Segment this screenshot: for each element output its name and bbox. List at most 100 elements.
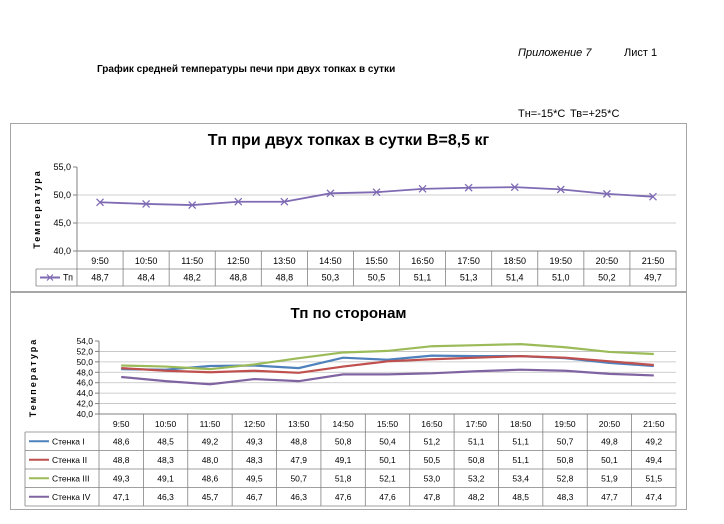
- indoor-temp-condition: Тв=+25*С: [570, 108, 620, 120]
- undefined-data-point: [142, 200, 151, 208]
- undefined-x-tick-label: 11:50: [181, 256, 203, 266]
- undefined-data-point: [326, 189, 335, 198]
- undefined-x-tick-label: 16:50: [411, 256, 434, 266]
- undefined-data-label: 47,6: [379, 492, 396, 502]
- undefined-data-label: 48,2: [468, 492, 485, 502]
- undefined-data-label: 46,7: [246, 492, 263, 502]
- undefined-y-tick-label: 44,0: [76, 388, 93, 398]
- undefined-y-tick-label: 48,0: [76, 367, 93, 377]
- undefined-y-axis-label: Температура: [32, 169, 42, 249]
- chart-2-plot: 40,042,044,046,048,050,052,054,0Температ…: [24, 336, 677, 507]
- undefined-data-label: 49,7: [644, 273, 662, 283]
- undefined-data-label: 47,6: [335, 492, 352, 502]
- undefined-data-label: 49,1: [157, 473, 174, 483]
- undefined-legend-marker: [46, 274, 54, 281]
- undefined-x-tick-label: 9:50: [91, 256, 109, 266]
- undefined-data-label: 53,0: [424, 473, 441, 483]
- undefined-data-point: [372, 188, 381, 197]
- undefined-data-label: 50,1: [379, 455, 396, 465]
- undefined-x-tick-label: 15:50: [365, 256, 388, 266]
- undefined-x-tick-label: 17:50: [466, 419, 488, 429]
- undefined-data-label: 48,3: [157, 455, 174, 465]
- undefined-data-point: [280, 197, 289, 206]
- undefined-data-label: 51,4: [506, 273, 524, 283]
- undefined-data-label: 48,3: [246, 455, 263, 465]
- undefined-data-label: 49,4: [646, 455, 663, 465]
- undefined-y-tick-label: 40,0: [53, 246, 71, 256]
- undefined-data-point: [234, 197, 243, 206]
- undefined-data-point: [464, 183, 473, 192]
- undefined-data-point: [510, 183, 519, 192]
- undefined-data-label: 48,2: [183, 273, 201, 283]
- undefined-legend-label: Стенка III: [52, 473, 89, 483]
- undefined-series-line: [121, 355, 654, 374]
- undefined-data-point: [649, 192, 657, 201]
- undefined-data-label: 49,2: [202, 436, 219, 446]
- undefined-legend-label: Стенка I: [52, 436, 85, 446]
- undefined-data-label: 51,2: [424, 436, 441, 446]
- undefined-data-label: 49,8: [601, 436, 618, 446]
- chart-1-title: Тп при двух топках в сутки В=8,5 кг: [207, 132, 490, 149]
- undefined-x-tick-label: 12:50: [227, 256, 250, 266]
- undefined-series-line: [121, 368, 654, 386]
- undefined-y-tick-label: 50,0: [53, 190, 71, 200]
- undefined-x-tick-label: 20:50: [599, 419, 621, 429]
- undefined-data-label: 50,8: [468, 455, 485, 465]
- undefined-x-tick-label: 13:50: [273, 256, 296, 266]
- undefined-x-tick-label: 18:50: [503, 256, 526, 266]
- undefined-data-label: 48,0: [202, 455, 219, 465]
- undefined-data-label: 50,3: [322, 273, 340, 283]
- undefined-x-tick-label: 10:50: [155, 419, 177, 429]
- undefined-data-label: 48,6: [113, 436, 130, 446]
- undefined-data-label: 47,4: [646, 492, 663, 502]
- chart-2-title: Тп по сторонам: [290, 305, 407, 322]
- undefined-data-label: 49,2: [646, 436, 663, 446]
- undefined-data-label: 49,5: [246, 473, 263, 483]
- undefined-data-label: 51,8: [335, 473, 352, 483]
- undefined-legend-label: Стенка II: [52, 455, 87, 465]
- undefined-data-label: 50,8: [557, 455, 574, 465]
- undefined-legend-label: Стенка IV: [52, 492, 91, 502]
- undefined-data-label: 53,4: [512, 473, 529, 483]
- undefined-y-tick-label: 50,0: [76, 357, 93, 367]
- undefined-data-label: 48,5: [512, 492, 529, 502]
- outdoor-temp-condition: Тн=-15*С: [518, 108, 566, 120]
- undefined-data-label: 50,8: [335, 436, 352, 446]
- undefined-data-label: 45,7: [202, 492, 219, 502]
- undefined-x-tick-label: 12:50: [244, 419, 266, 429]
- undefined-data-label: 50,7: [290, 473, 307, 483]
- undefined-data-label: 48,3: [557, 492, 574, 502]
- undefined-y-tick-label: 46,0: [76, 378, 93, 388]
- undefined-data-label: 48,4: [137, 273, 155, 283]
- undefined-x-tick-label: 19:50: [554, 419, 576, 429]
- chart-1-plot: 40,0 45,0 50,0 55,0 Температура 9:50 10:50 11:5…: [32, 162, 677, 287]
- document-title: График средней температуры печи при двух…: [97, 64, 396, 75]
- undefined-y-tick-label: 40,0: [76, 409, 93, 419]
- undefined-data-label: 48,8: [290, 436, 307, 446]
- undefined-x-tick-label: 21:50: [642, 256, 665, 266]
- undefined-data-point: [418, 184, 427, 193]
- undefined-data-point: [188, 201, 197, 210]
- undefined-x-tick-label: 17:50: [457, 256, 480, 266]
- undefined-data-label: 52,1: [379, 473, 396, 483]
- chart-furnace-temperature: Тп при двух топках в сутки В=8,5 кг 40,0…: [10, 123, 687, 292]
- undefined-data-label: 50,1: [601, 455, 618, 465]
- undefined-data-label: 51,1: [512, 455, 529, 465]
- undefined-y-tick-label: 55,0: [53, 162, 71, 172]
- undefined-data-label: 51,5: [646, 473, 663, 483]
- undefined-data-label: 53,2: [468, 473, 485, 483]
- undefined-data-label: 50,2: [598, 273, 616, 283]
- undefined-data-label: 47,9: [290, 455, 307, 465]
- undefined-data-label: 49,3: [246, 436, 263, 446]
- undefined-data-label: 50,4: [379, 436, 396, 446]
- undefined-x-tick-label: 16:50: [421, 419, 443, 429]
- undefined-x-tick-label: 14:50: [319, 256, 342, 266]
- undefined-y-tick-label: 45,0: [53, 218, 71, 228]
- undefined-y-tick-label: 42,0: [76, 399, 93, 409]
- undefined-data-label: 47,1: [113, 492, 130, 502]
- undefined-x-tick-label: 10:50: [135, 256, 158, 266]
- undefined-x-tick-label: 9:50: [113, 419, 130, 429]
- undefined-data-label: 46,3: [290, 492, 307, 502]
- chart-wall-temperatures: Тп по сторонам 40,0 42,0 44,0 46,0 48,0 50,0 5…: [10, 292, 687, 510]
- undefined-data-label: 51,9: [601, 473, 618, 483]
